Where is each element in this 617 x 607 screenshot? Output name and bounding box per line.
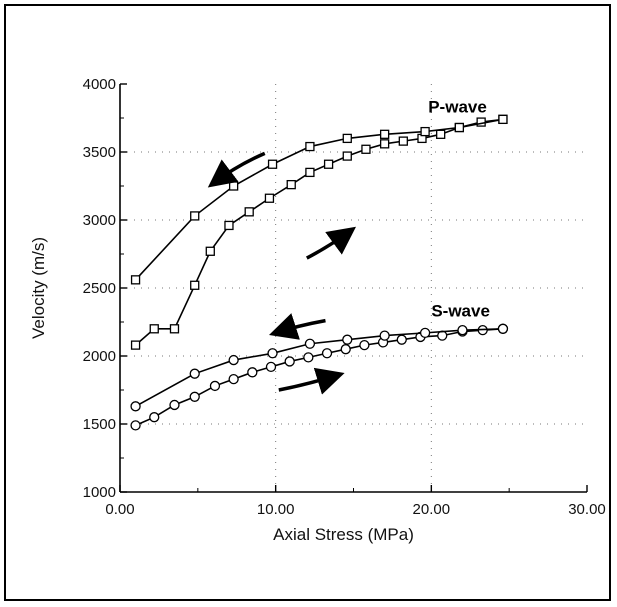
p-wave-loading-point [286, 179, 296, 190]
p-wave-loading-point [244, 207, 254, 217]
p-wave-unloading-point [342, 133, 352, 144]
p-wave-unloading-point [498, 114, 508, 125]
s-wave-unloading-arrow [269, 313, 326, 340]
y-tick-label: 1000 [83, 484, 116, 501]
s-wave-loading-point [303, 352, 314, 363]
p-wave-loading-point [323, 159, 334, 169]
s-wave-loading-arrow [278, 367, 345, 395]
p-wave-unloading-point [228, 181, 239, 191]
p-wave-loading-arrow [305, 226, 357, 260]
s-wave-loading-point [247, 367, 258, 378]
p-wave-unloading-point [305, 141, 315, 152]
p-wave-unloading-point [379, 129, 390, 139]
s-wave-unloading-point [379, 330, 390, 341]
y-tick-label: 3500 [83, 144, 116, 161]
figure-frame [4, 4, 611, 601]
s-wave-loading-point [284, 356, 295, 367]
grid [120, 84, 587, 492]
p-wave-loading-point [379, 139, 390, 149]
y-tick-label: 2000 [83, 348, 116, 365]
p-wave-loading-point [205, 246, 215, 256]
s-wave-loading-point [149, 412, 160, 423]
y-tick-label: 3000 [83, 212, 116, 229]
s-wave-loading-point [169, 399, 180, 411]
s-wave-unloading-point [342, 334, 353, 345]
s-wave-loading-point [130, 420, 141, 431]
p-wave-unloading-line [134, 118, 504, 281]
y-axis-title: Velocity (m/s) [29, 237, 48, 339]
axes: 1000 1500 2000 2500 3000 3500 4000 0.00 10.00 20.… [29, 76, 606, 544]
s-wave-unloading-point [419, 327, 431, 339]
p-wave-loading-point [361, 144, 371, 154]
s-wave-unloading-point [228, 354, 239, 366]
s-wave-loading-point [265, 361, 277, 373]
series-group [130, 114, 509, 431]
p-wave-loading-point [224, 220, 234, 231]
annotations: P-wave S-wave [207, 98, 490, 395]
s-wave-unloading-line [135, 328, 503, 408]
p-wave-loading-point [398, 136, 408, 146]
s-wave-unloading-point [267, 348, 278, 359]
x-tick-label: 10.00 [257, 501, 295, 518]
x-tick-label: 20.00 [413, 501, 451, 518]
p-wave-unloading-point [190, 211, 200, 221]
p-wave-loading-point [190, 280, 200, 290]
p-wave-loading-point [436, 129, 446, 139]
p-wave-label: P-wave [428, 98, 487, 117]
s-wave-loading-point [359, 339, 370, 351]
p-wave-loading-point [476, 117, 486, 127]
p-wave-unloading-point [267, 159, 278, 169]
s-wave-loading-point [340, 344, 351, 355]
y-tick-label: 2500 [83, 280, 116, 297]
s-wave-unloading-point [497, 323, 509, 334]
s-wave-unloading-point [189, 368, 200, 379]
x-tick-label: 0.00 [105, 501, 134, 518]
s-wave-loading-point [396, 334, 407, 345]
p-wave-unloading-point [454, 122, 465, 133]
s-wave-loading-point [189, 391, 200, 402]
y-tick-label: 4000 [83, 76, 116, 93]
s-wave-loading-point [321, 348, 333, 359]
p-wave-loading-point [169, 324, 180, 334]
s-wave-unloading-point [304, 338, 316, 349]
p-wave-loading-point [264, 193, 275, 203]
y-tick-label: 1500 [83, 416, 116, 433]
p-wave-loading-point [305, 167, 315, 178]
p-wave-unloading-point [130, 275, 141, 285]
p-wave-unloading-arrow [207, 151, 266, 188]
p-wave-loading-point [130, 340, 141, 350]
s-wave-unloading-point [130, 401, 141, 412]
p-wave-loading-point [342, 151, 352, 161]
s-wave-unloading-point [457, 325, 468, 336]
s-wave-loading-point [209, 380, 221, 392]
s-wave-loading-point [228, 373, 239, 385]
x-axis-title: Axial Stress (MPa) [273, 525, 414, 544]
x-tick-label: 30.00 [568, 501, 606, 518]
s-wave-label: S-wave [431, 302, 490, 321]
p-wave-loading-point [149, 324, 159, 334]
p-wave-unloading-point [420, 126, 430, 137]
